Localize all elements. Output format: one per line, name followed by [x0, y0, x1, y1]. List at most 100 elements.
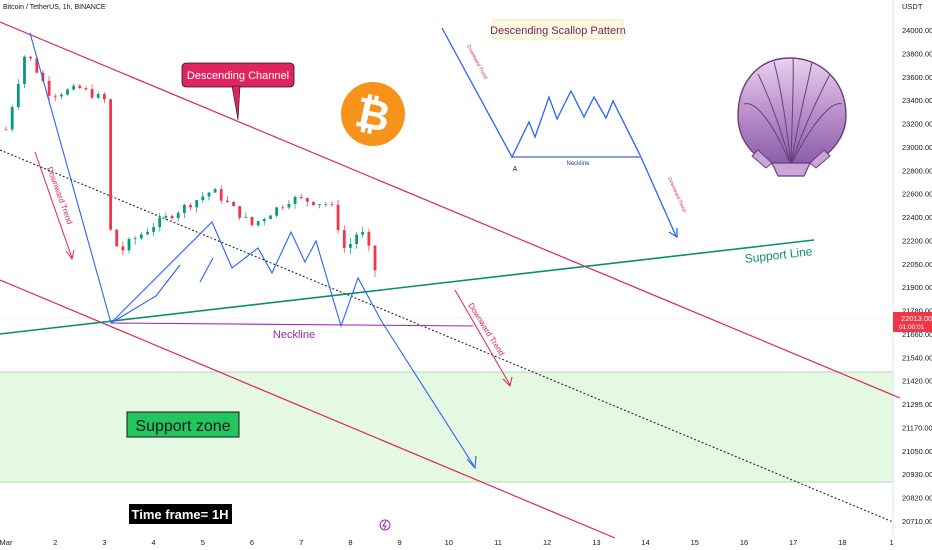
- time-tick-label: 18: [838, 538, 846, 547]
- candle-body: [96, 94, 100, 98]
- price-tick-label: 22800.00: [902, 166, 932, 175]
- price-tick-label: 21295.00: [902, 400, 932, 409]
- time-tick-label: Mar: [0, 538, 13, 547]
- time-frame-tag: Time frame= 1H: [129, 504, 232, 524]
- candle-body: [336, 204, 340, 231]
- price-tick-label: 23400.00: [902, 96, 932, 105]
- candle-body: [78, 85, 82, 89]
- time-tick-label: 9: [398, 538, 402, 547]
- price-tick-label: 21660.00: [902, 330, 932, 339]
- candle-body: [4, 129, 8, 131]
- right-arrow-head: [502, 376, 513, 387]
- price-tick-label: 23000.00: [902, 143, 932, 152]
- candle-body: [373, 245, 377, 271]
- scallop-left-wing: [110, 264, 181, 324]
- candle-body: [146, 231, 149, 235]
- price-tick-label: 21540.00: [902, 353, 932, 362]
- inset-trend-label-top: Downward Trend: [465, 44, 488, 80]
- candle-body: [16, 83, 20, 107]
- candle-body: [152, 227, 155, 232]
- candle-body: [170, 215, 174, 219]
- candle-body: [35, 58, 39, 73]
- price-tick-label: 23200.00: [902, 120, 932, 129]
- time-tick-label: 13: [592, 538, 600, 547]
- time-tick-label: 15: [691, 538, 699, 547]
- descending-channel-callout[interactable]: Descending Channel: [181, 62, 295, 121]
- projection-arrow: [381, 321, 475, 467]
- candle-body: [355, 234, 358, 244]
- candle-body: [115, 229, 119, 247]
- time-frame-label: Time frame= 1H: [132, 507, 229, 522]
- candle-body: [330, 204, 334, 205]
- inset-title: Descending Scallop Pattern: [490, 25, 626, 37]
- candle-body: [226, 200, 229, 202]
- price-tick-label: 20930.00: [902, 470, 932, 479]
- support-line: [0, 239, 815, 335]
- candle-body: [127, 239, 131, 251]
- candle-body: [183, 205, 186, 213]
- price-tick-label: 24000.00: [902, 26, 932, 35]
- scallop-inset: Descending Scallop Pattern Neckline A Do…: [441, 19, 687, 239]
- price-tick-label: 22600.00: [902, 190, 932, 199]
- candle-body: [312, 201, 315, 206]
- candle-body: [281, 207, 285, 209]
- time-tick-label: 11: [494, 538, 502, 547]
- price-tick-label: 23600.00: [902, 73, 932, 82]
- channel-lower-line: [0, 279, 616, 539]
- candles-group: [4, 54, 377, 278]
- candle-body: [299, 196, 303, 198]
- bitcoin-icon: ₿: [341, 82, 405, 146]
- inset-pattern-line: [441, 27, 677, 237]
- candle-body: [256, 221, 260, 226]
- candle-body: [133, 238, 137, 240]
- time-tick-label: 17: [789, 538, 797, 547]
- candle-body: [207, 192, 211, 197]
- candle-body: [349, 244, 352, 248]
- candle-body: [29, 56, 32, 59]
- candle-body: [10, 107, 14, 130]
- time-tick-label: 1: [890, 538, 894, 547]
- price-tick-label: 21050.00: [902, 447, 932, 456]
- downward-arrows: [34, 151, 513, 387]
- time-tick-label: 6: [250, 538, 254, 547]
- inset-neckline-label: Neckline: [566, 161, 590, 167]
- candle-body: [244, 217, 248, 218]
- downward-trend-label-right: Downward Trend: [466, 301, 506, 357]
- candle-body: [250, 217, 254, 226]
- candle-body: [195, 200, 199, 208]
- time-tick-label: 3: [102, 538, 106, 547]
- candle-body: [41, 72, 45, 81]
- candle-body: [275, 207, 278, 216]
- candle-body: [84, 88, 88, 90]
- candle-body: [23, 56, 26, 84]
- candle-body: [367, 232, 371, 246]
- neckline-line: [110, 322, 474, 327]
- candle-body: [318, 204, 322, 205]
- inset-point-a: A: [513, 166, 518, 173]
- inset-arrow-head: [668, 228, 678, 239]
- lightning-icon[interactable]: [379, 519, 391, 531]
- time-tick-label: 4: [152, 538, 156, 547]
- candle-body: [103, 94, 106, 100]
- candle-body: [219, 189, 223, 201]
- dotted-trend-line: [0, 149, 894, 523]
- projection-arrow-head: [466, 455, 477, 470]
- candle-body: [164, 215, 168, 218]
- candle-body: [342, 230, 346, 248]
- time-axis[interactable]: Mar 2 3 4 5 6 7 8 9 10 11 12 13 14 15 16 17 18 1: [0, 538, 894, 547]
- candle-body: [60, 94, 63, 97]
- price-tick-label: 20710.00: [902, 517, 932, 526]
- candle-body: [293, 196, 297, 204]
- candle-body: [121, 246, 125, 251]
- inset-title-box: [492, 19, 624, 40]
- symbol-title: Bitcoin / TetherUS, 1h, BINANCE: [3, 4, 106, 11]
- candle-body: [72, 85, 76, 90]
- blue-scallop-pattern: [29, 32, 477, 470]
- current-price-tag: 22013.00 01:00:01: [893, 312, 932, 332]
- price-axis[interactable]: 24000.00 23800.00 23600.00 23400.00 23200.00…: [902, 26, 932, 526]
- price-tick-label: 21780.00: [902, 307, 932, 316]
- right-downward-arrow: [454, 289, 511, 386]
- candle-body: [213, 189, 217, 193]
- candle-body: [139, 234, 143, 239]
